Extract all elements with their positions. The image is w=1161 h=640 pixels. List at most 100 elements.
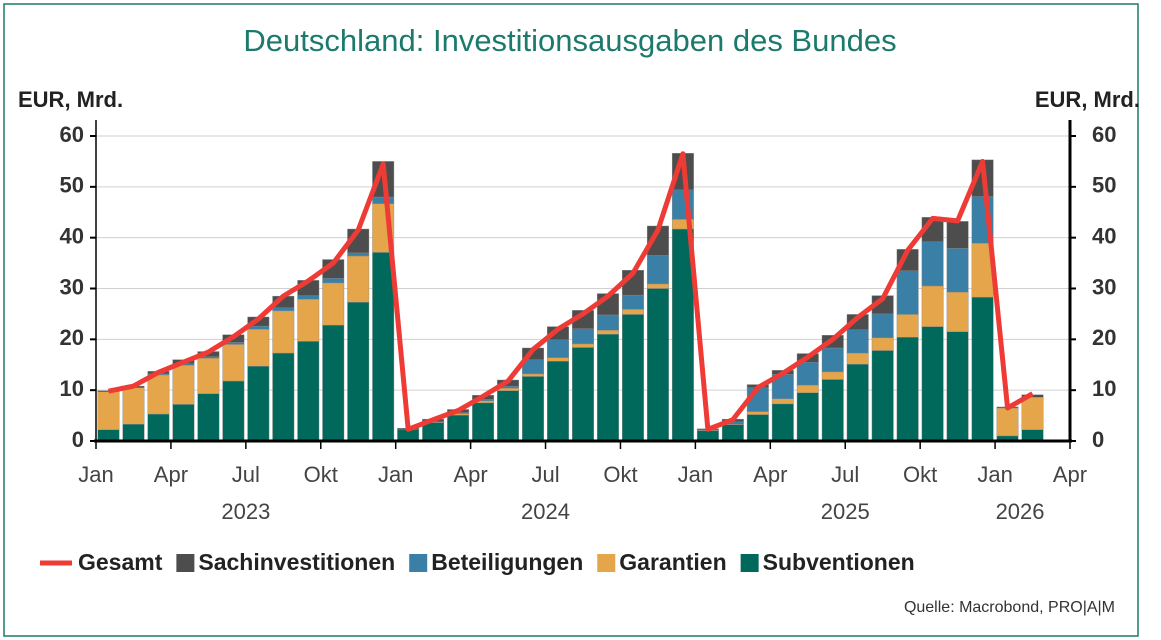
year-label: 2026 — [996, 499, 1045, 524]
bar-segment — [97, 391, 120, 431]
y-tick-label: 30 — [60, 274, 84, 299]
bar-segment — [896, 337, 919, 442]
x-tick-label: Jul — [831, 462, 859, 487]
bar-segment — [447, 414, 470, 442]
bar-segment — [322, 278, 345, 284]
bar-segment — [347, 302, 370, 442]
bar-segment — [646, 288, 669, 442]
bar-segment — [247, 328, 270, 367]
bar-segment — [921, 326, 944, 442]
bar-segment — [622, 309, 644, 315]
bar-segment — [547, 339, 569, 358]
legend-swatch — [176, 554, 195, 572]
bar-segment — [971, 296, 994, 442]
y-tick-label: 60 — [60, 122, 84, 147]
bar-segment — [796, 384, 819, 393]
bar-segment — [547, 357, 569, 362]
x-tick-label: Okt — [304, 462, 338, 487]
bar-segment — [247, 366, 270, 442]
y-tick-label: 0 — [72, 427, 84, 452]
year-label: 2025 — [821, 499, 870, 524]
bar-segment — [97, 429, 120, 442]
bar-segment — [147, 413, 170, 442]
bar-segment — [347, 252, 370, 257]
bar-segment — [372, 196, 395, 204]
y2-tick-label: 50 — [1092, 173, 1116, 198]
x-tick-label: Jul — [232, 462, 260, 487]
x-tick-label: Jan — [678, 462, 713, 487]
bar-segment — [522, 373, 544, 377]
bar-segment — [871, 350, 894, 442]
bar-segment — [572, 347, 594, 442]
bar-segment — [597, 314, 619, 331]
bar-segment — [597, 334, 619, 442]
bar-segment — [422, 422, 445, 442]
bar-segment — [646, 255, 669, 285]
bar-segment — [746, 411, 769, 415]
bar-segment — [896, 314, 919, 338]
year-label: 2024 — [521, 499, 570, 524]
bar-segment — [322, 324, 345, 442]
year-label: 2023 — [221, 499, 270, 524]
bar-segment — [821, 379, 844, 442]
bar-segment — [172, 404, 195, 442]
bar-segment — [821, 371, 844, 380]
x-tick-label: Apr — [453, 462, 487, 487]
bar-segment — [272, 310, 295, 354]
x-tick-label: Okt — [603, 462, 637, 487]
bar-segment — [597, 329, 619, 335]
legend-label: Beteiligungen — [431, 549, 583, 575]
bar-segment — [297, 298, 320, 342]
x-tick-label: Okt — [903, 462, 937, 487]
bar-segment — [796, 392, 819, 442]
y-tick-label: 40 — [60, 223, 84, 248]
bar-segment — [197, 357, 220, 394]
line-series — [107, 151, 1034, 432]
bar-segment — [147, 374, 170, 415]
bar-segment — [721, 424, 744, 442]
bar-segment — [946, 248, 969, 293]
y2-tick-label: 40 — [1092, 223, 1116, 248]
bar-segment — [896, 270, 919, 315]
bar-segment — [272, 307, 295, 312]
legend-label: Gesamt — [78, 549, 163, 575]
x-tick-label: Jan — [78, 462, 113, 487]
legend-label: Garantien — [619, 549, 726, 575]
y2-tick-label: 30 — [1092, 274, 1116, 299]
bar-segment — [996, 407, 1019, 437]
bar-segment — [197, 393, 220, 442]
y2-tick-label: 60 — [1092, 122, 1116, 147]
legend-swatch — [740, 554, 759, 572]
y2-tick-label: 20 — [1092, 325, 1116, 350]
bar-segment — [222, 380, 245, 442]
bar-segment — [172, 365, 195, 405]
legend-swatch — [409, 554, 428, 572]
x-tick-label: Jan — [378, 462, 413, 487]
bar-segment — [846, 352, 869, 365]
bar-segment — [497, 390, 520, 442]
y-tick-label: 50 — [60, 173, 84, 198]
bar-segment — [272, 352, 295, 442]
bar-segment — [472, 402, 495, 442]
bar-segment — [1021, 397, 1044, 431]
source: Quelle: Macrobond, PRO|A|M — [904, 599, 1115, 616]
bar-segment — [921, 241, 944, 287]
bar-segment — [946, 291, 969, 332]
legend-swatch — [597, 554, 616, 572]
chart-title: Deutschland: Investitionsausgaben des Bu… — [243, 23, 896, 58]
y2-tick-label: 10 — [1092, 376, 1116, 401]
bar-segment — [946, 331, 969, 442]
y-tick-label: 10 — [60, 376, 84, 401]
bar-segment — [696, 430, 719, 442]
bar-segment — [871, 337, 894, 351]
x-tick-label: Apr — [1053, 462, 1087, 487]
x-tick-label: Jan — [977, 462, 1012, 487]
bar-segment — [771, 398, 794, 405]
bar-segment — [297, 295, 320, 300]
bar-segment — [846, 329, 869, 354]
bar-segment — [547, 360, 569, 442]
bar-segment — [921, 285, 944, 327]
bar-segment — [522, 376, 544, 442]
